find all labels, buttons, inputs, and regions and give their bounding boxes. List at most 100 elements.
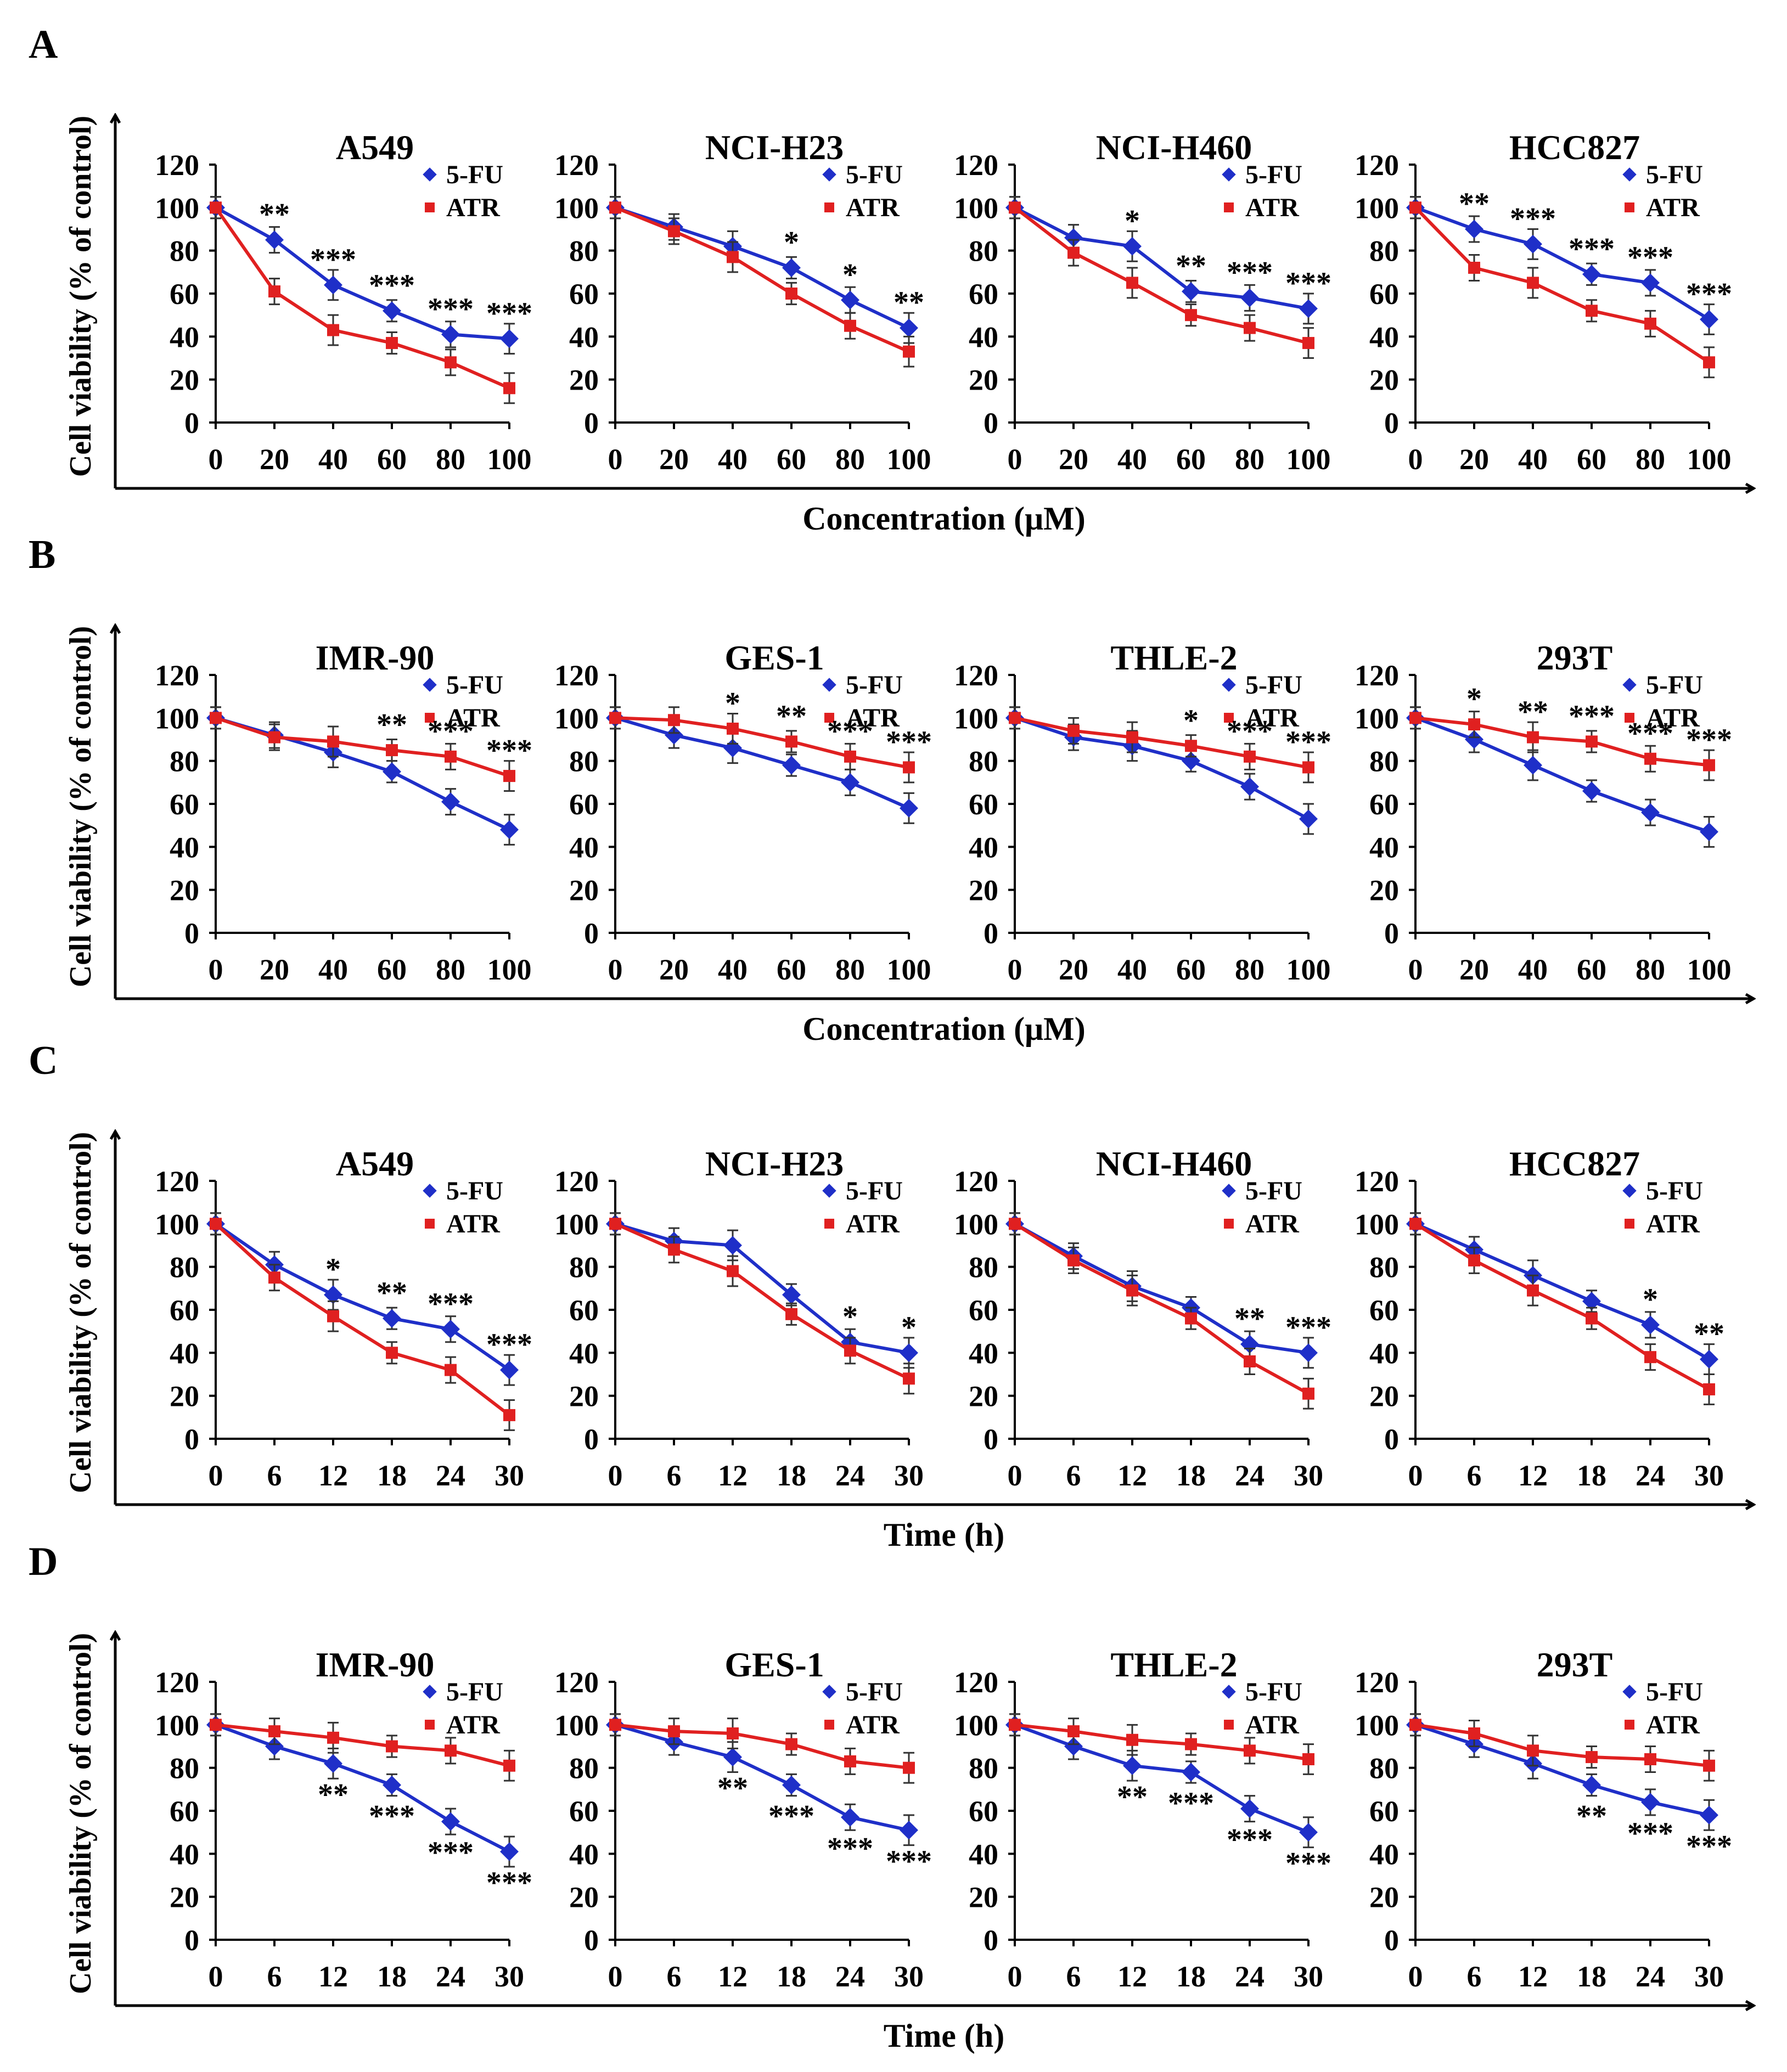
y-tick-label: 100	[554, 1208, 599, 1241]
point-atr	[1703, 1759, 1715, 1772]
significance-stars: ***	[1627, 717, 1673, 751]
point-atr	[1527, 277, 1539, 289]
x-tick-label: 24	[1235, 1960, 1265, 1993]
significance-stars: ***	[1285, 1846, 1331, 1880]
y-tick-label: 60	[969, 1294, 998, 1327]
significance-stars: ***	[1285, 266, 1331, 300]
legend-label: 5-FU	[846, 1677, 903, 1707]
x-tick-label: 60	[377, 443, 407, 476]
legend: 5-FU ATR	[822, 1176, 903, 1238]
legend-marker-5fu	[1622, 167, 1637, 182]
x-tick-label: 12	[1518, 1960, 1548, 1993]
y-tick-label: 100	[554, 192, 599, 224]
y-tick-label: 80	[569, 1752, 599, 1785]
legend: 5-FU ATR	[1222, 160, 1302, 222]
legend-marker-atr	[824, 202, 834, 212]
x-tick-label: 20	[659, 443, 689, 476]
point-5fu	[1299, 1823, 1318, 1842]
point-atr	[210, 1218, 222, 1230]
legend: 5-FU ATR	[822, 1677, 903, 1739]
significance-stars: ***	[1227, 714, 1273, 748]
point-5fu	[1465, 730, 1483, 749]
panel-THLE-2: THLE-2 0 20 40 60 80 100 120 0 6 12 18 24 30 5-FU ATR **…	[954, 1645, 1331, 1993]
series-line-5fu	[1414, 716, 1710, 834]
legend-marker-5fu	[822, 167, 836, 182]
point-5fu	[1641, 803, 1660, 822]
x-tick-label: 0	[1408, 1459, 1423, 1492]
panel-title: IMR-90	[316, 1645, 435, 1684]
panel-title: IMR-90	[316, 638, 435, 677]
point-atr	[268, 285, 280, 298]
x-tick-label: 6	[267, 1459, 282, 1492]
y-tick-label: 120	[1355, 1165, 1399, 1198]
point-atr	[1409, 1719, 1421, 1731]
significance-stars: ***	[1569, 699, 1615, 733]
legend-marker-atr	[1625, 1720, 1634, 1730]
point-atr	[844, 750, 856, 763]
point-atr	[1302, 761, 1314, 774]
x-tick-label: 24	[1636, 1459, 1665, 1492]
y-tick-label: 100	[954, 702, 998, 735]
point-atr	[386, 744, 398, 757]
legend-label: 5-FU	[846, 1176, 903, 1206]
y-tick-label: 80	[569, 1251, 599, 1284]
point-atr	[1527, 1744, 1539, 1757]
series-line-5fu	[1414, 1222, 1710, 1361]
x-axis-label: Concentration (μM)	[802, 500, 1086, 537]
point-atr	[1468, 718, 1480, 731]
point-atr	[1185, 1312, 1197, 1325]
y-tick-label: 80	[1369, 745, 1399, 778]
significance-stars: ***	[886, 1844, 932, 1878]
y-axis-label: Cell viability (% of control)	[64, 1633, 98, 1994]
legend-label: ATR	[1245, 193, 1300, 222]
legend-label: 5-FU	[1646, 671, 1703, 700]
y-tick-label: 120	[954, 659, 998, 692]
x-tick-label: 20	[1459, 443, 1489, 476]
x-tick-label: 6	[267, 1960, 282, 1993]
x-tick-label: 100	[487, 953, 532, 986]
significance-stars: ***	[369, 268, 415, 302]
panel-title: HCC827	[1509, 1144, 1640, 1183]
point-5fu	[265, 230, 284, 250]
x-axis-label: Time (h)	[884, 1517, 1005, 1553]
y-tick-label: 20	[1369, 874, 1399, 907]
panel-title: GES-1	[724, 638, 824, 677]
point-5fu	[1465, 219, 1483, 239]
point-atr	[1586, 1312, 1598, 1325]
y-tick-label: 20	[170, 1380, 199, 1413]
series-line-atr	[1014, 206, 1309, 345]
significance-stars: ***	[1686, 277, 1732, 311]
panel-title: THLE-2	[1110, 1645, 1237, 1684]
y-tick-label: 0	[584, 407, 599, 440]
point-atr	[1126, 277, 1138, 289]
point-atr	[386, 1347, 398, 1359]
point-atr	[609, 201, 621, 214]
y-tick-label: 100	[554, 1709, 599, 1742]
point-atr	[386, 1740, 398, 1753]
y-tick-label: 120	[954, 1666, 998, 1699]
significance-stars: ***	[1686, 723, 1732, 757]
y-tick-label: 120	[155, 1165, 199, 1198]
series-line-5fu	[215, 1222, 510, 1372]
x-tick-label: 20	[659, 953, 689, 986]
significance-stars: ***	[1285, 1310, 1331, 1344]
legend-label: 5-FU	[1646, 160, 1703, 189]
panel-title: NCI-H460	[1096, 128, 1252, 167]
x-tick-label: 40	[318, 443, 348, 476]
y-tick-label: 0	[584, 917, 599, 950]
y-tick-label: 60	[170, 278, 199, 311]
y-tick-label: 80	[1369, 1251, 1399, 1284]
legend: 5-FU ATR	[423, 160, 503, 222]
point-5fu	[383, 1309, 401, 1328]
y-tick-label: 120	[1355, 659, 1399, 692]
significance-stars: ***	[1569, 232, 1615, 266]
x-tick-label: 0	[1408, 443, 1423, 476]
y-tick-label: 40	[1369, 1838, 1399, 1871]
y-tick-label: 80	[969, 1752, 998, 1785]
legend-marker-atr	[824, 1219, 834, 1229]
point-5fu	[782, 756, 801, 775]
point-5fu	[1582, 264, 1601, 284]
point-atr	[1468, 1727, 1480, 1739]
point-atr	[1703, 759, 1715, 772]
significance-stars: *	[1125, 204, 1140, 238]
